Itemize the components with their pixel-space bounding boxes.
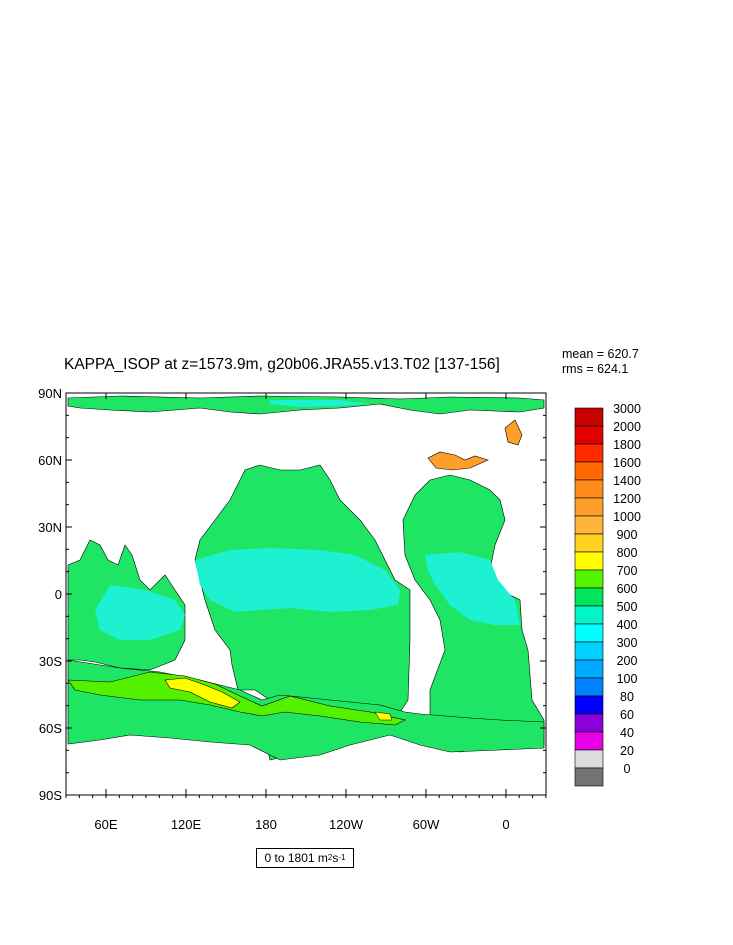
colorbar-swatch (574, 515, 604, 535)
colorbar-swatch (574, 479, 604, 499)
y-tick-label: 90N (38, 386, 62, 401)
colorbar-label: 1800 (613, 438, 641, 452)
y-tick-label: 30S (39, 654, 62, 669)
colorbar-swatch (574, 605, 604, 625)
colorbar-label: 700 (617, 564, 638, 578)
colorbar-label: 900 (617, 528, 638, 542)
y-tick-label: 60S (39, 721, 62, 736)
x-tick-label: 0 (502, 817, 509, 832)
pacific-ocean (194, 464, 411, 761)
range-prefix: 0 to 1801 m (264, 851, 328, 865)
colorbar-swatch (574, 767, 604, 787)
x-tick-label: 60W (413, 817, 440, 832)
colorbar-swatch (574, 587, 604, 607)
colorbar-label: 1400 (613, 474, 641, 488)
stats-block: mean = 620.7 rms = 624.1 (562, 347, 639, 377)
arctic-orange (504, 419, 523, 446)
colorbar-swatch (574, 695, 604, 715)
colorbar-label: 2000 (613, 420, 641, 434)
colorbar-swatch (574, 533, 604, 553)
indian-cyan (95, 585, 185, 640)
mean-value: mean = 620.7 (562, 347, 639, 361)
colorbar-label: 3000 (613, 402, 641, 416)
colorbar-swatch (574, 443, 604, 463)
colorbar-label: 1000 (613, 510, 641, 524)
colorbar-label: 0 (624, 762, 631, 776)
colorbar-swatch (574, 641, 604, 661)
colorbar-label: 40 (620, 726, 634, 740)
colorbar-swatch (574, 659, 604, 679)
southern-lime (67, 671, 406, 726)
colorbar-label: 100 (617, 672, 638, 686)
colorbar-swatch (574, 569, 604, 589)
colorbar-label: 800 (617, 546, 638, 560)
ocean-field (67, 395, 545, 761)
y-tick-label: 0 (55, 587, 62, 602)
colorbar-label: 300 (617, 636, 638, 650)
range-mid: s (332, 851, 339, 865)
colorbar-label: 200 (617, 654, 638, 668)
pacific-cyan (195, 548, 400, 612)
colorbar-label: 1600 (613, 456, 641, 470)
colorbar-label: 20 (620, 744, 634, 758)
southern-yellow-2 (374, 711, 393, 721)
colorbar-label: 400 (617, 618, 638, 632)
colorbar-label: 60 (620, 708, 634, 722)
colorbar-swatch (574, 497, 604, 517)
nordic-orange (427, 451, 489, 471)
colorbar-swatch (574, 461, 604, 481)
colorbar-swatch (574, 623, 604, 643)
colorbar-swatch (574, 713, 604, 733)
atlantic-cyan (425, 552, 520, 625)
colorbar-swatch (574, 749, 604, 769)
axes: 90N 60N 30N 0 30S 60S 90S 60E 120E 180 120W 60W 0 (38, 386, 547, 832)
x-tick-label: 180 (255, 817, 277, 832)
arctic-cyan (270, 400, 370, 407)
colorbar-label: 600 (617, 582, 638, 596)
colorbar-swatch (574, 677, 604, 697)
y-tick-label: 90S (39, 788, 62, 803)
y-tick-label: 30N (38, 520, 62, 535)
colorbar-swatch (574, 407, 604, 427)
rms-value: rms = 624.1 (562, 362, 629, 376)
colorbar-label: 80 (620, 690, 634, 704)
y-tick-label: 60N (38, 453, 62, 468)
colorbar: 3000200018001600140012001000900800700600… (574, 402, 641, 787)
x-tick-label: 120E (171, 817, 202, 832)
plot-title: KAPPA_ISOP at z=1573.9m, g20b06.JRA55.v1… (64, 356, 500, 373)
colorbar-swatch (574, 551, 604, 571)
colorbar-label: 500 (617, 600, 638, 614)
colorbar-swatch (574, 425, 604, 445)
southern-yellow (164, 677, 241, 709)
x-tick-label: 120W (329, 817, 364, 832)
colorbar-label: 1200 (613, 492, 641, 506)
colorbar-swatch (574, 731, 604, 751)
x-tick-label: 60E (94, 817, 117, 832)
